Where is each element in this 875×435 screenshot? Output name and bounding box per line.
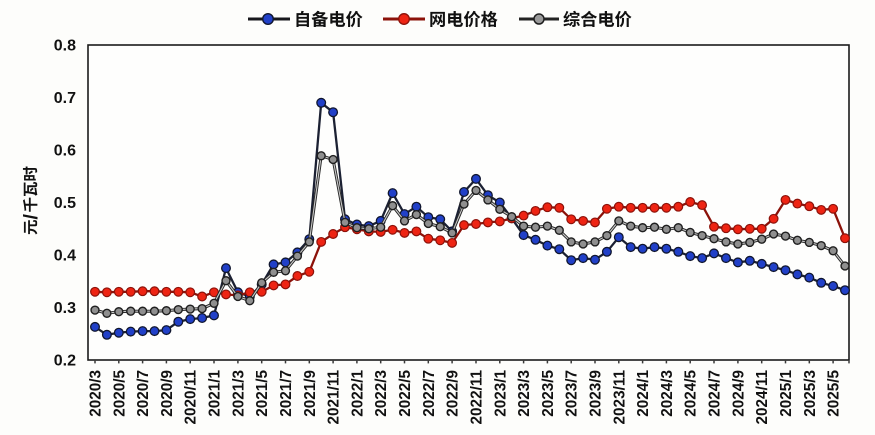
svg-text:2024/3: 2024/3: [659, 370, 676, 417]
svg-text:2023/3: 2023/3: [516, 370, 533, 417]
svg-text:0.3: 0.3: [54, 300, 76, 317]
svg-text:2020/11: 2020/11: [183, 370, 200, 425]
svg-text:2023/1: 2023/1: [492, 370, 509, 417]
svg-text:0.4: 0.4: [54, 248, 76, 265]
svg-text:2021/9: 2021/9: [302, 370, 319, 417]
svg-text:2021/11: 2021/11: [326, 370, 343, 425]
svg-text:2020/5: 2020/5: [111, 370, 128, 417]
svg-text:2020/9: 2020/9: [159, 370, 176, 417]
svg-text:2022/5: 2022/5: [397, 370, 414, 417]
svg-text:2020/7: 2020/7: [135, 370, 152, 417]
svg-text:2022/1: 2022/1: [349, 370, 366, 417]
svg-text:2021/1: 2021/1: [207, 370, 224, 417]
svg-text:2021/5: 2021/5: [254, 370, 271, 417]
svg-text:0.5: 0.5: [54, 195, 76, 212]
svg-text:2024/1: 2024/1: [635, 370, 652, 417]
svg-text:2022/7: 2022/7: [421, 370, 438, 417]
svg-text:2024/7: 2024/7: [707, 370, 724, 417]
svg-text:2025/1: 2025/1: [778, 370, 795, 417]
svg-text:2025/5: 2025/5: [826, 370, 843, 417]
svg-text:2021/7: 2021/7: [278, 370, 295, 417]
svg-text:2023/11: 2023/11: [611, 370, 628, 425]
svg-text:2025/3: 2025/3: [802, 370, 819, 417]
svg-text:2020/3: 2020/3: [88, 370, 105, 417]
svg-text:2024/5: 2024/5: [683, 370, 700, 417]
svg-text:/: /: [20, 214, 42, 220]
svg-text:2024/11: 2024/11: [754, 370, 771, 425]
svg-text:2023/9: 2023/9: [588, 370, 605, 417]
svg-text:0.2: 0.2: [54, 353, 76, 370]
svg-text:0.8: 0.8: [54, 38, 76, 55]
svg-text:2024/9: 2024/9: [730, 370, 747, 417]
svg-text:2022/9: 2022/9: [445, 370, 462, 417]
svg-text:2023/5: 2023/5: [540, 370, 557, 417]
svg-text:2022/3: 2022/3: [373, 370, 390, 417]
svg-text:0.6: 0.6: [54, 143, 76, 160]
svg-text:2021/3: 2021/3: [230, 370, 247, 417]
svg-text:2023/7: 2023/7: [564, 370, 581, 417]
svg-text:0.7: 0.7: [54, 90, 76, 107]
svg-text:2022/11: 2022/11: [469, 370, 486, 425]
